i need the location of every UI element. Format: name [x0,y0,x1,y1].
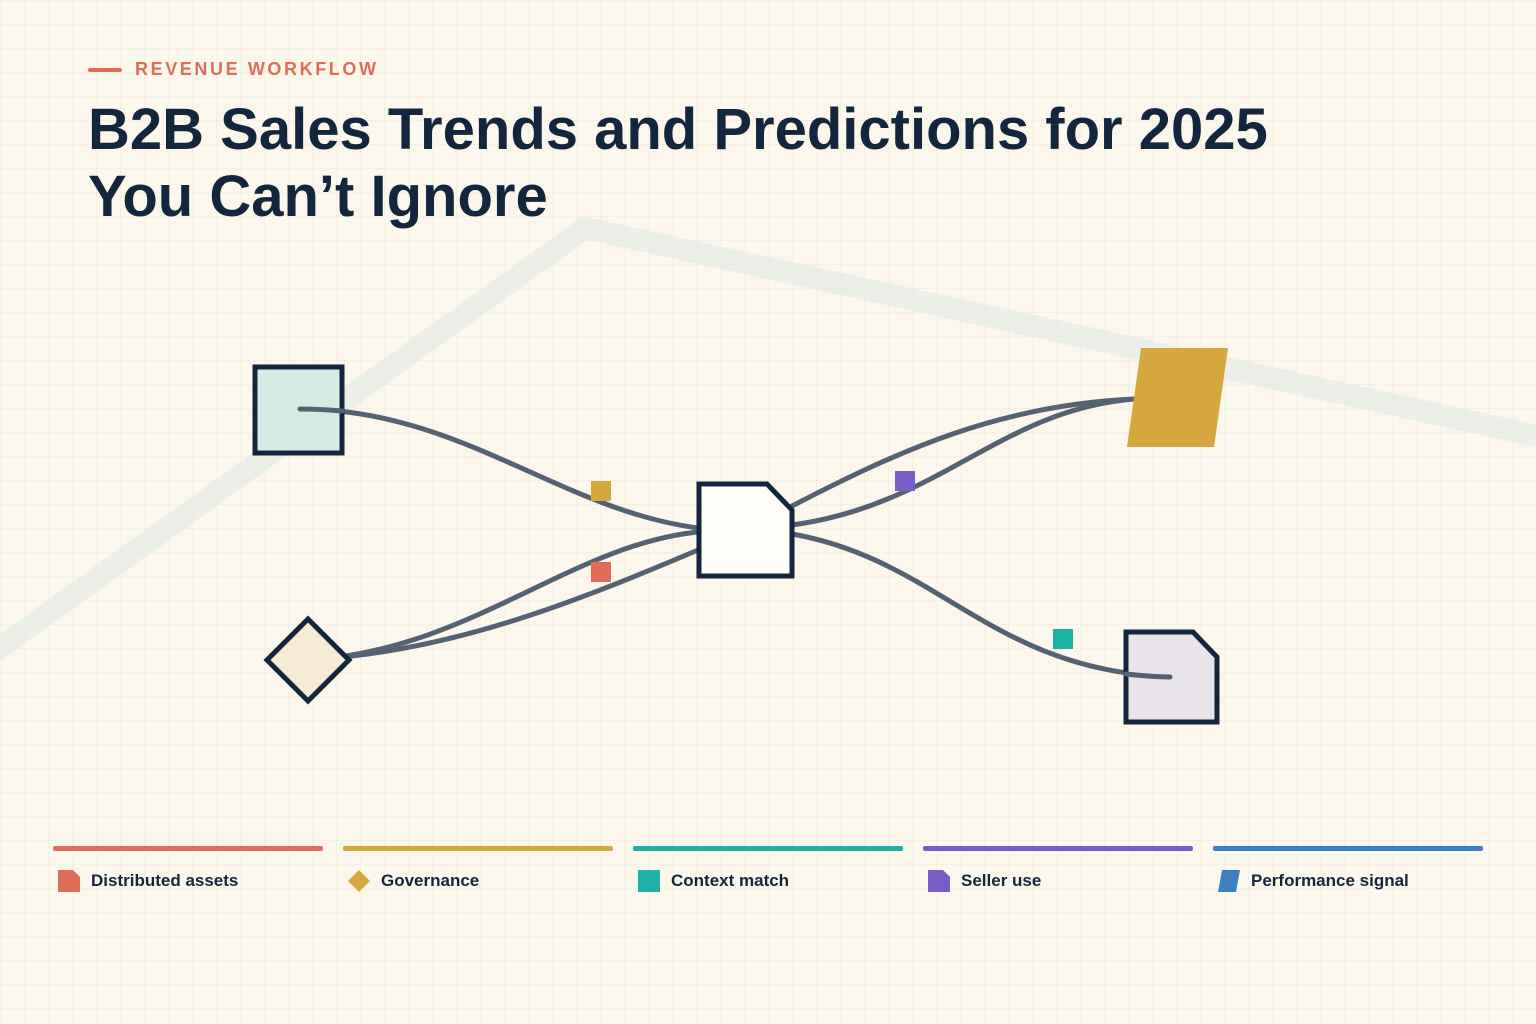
source-diamond-node [263,615,353,705]
legend-color-bar [53,846,323,851]
legend-color-bar [923,846,1193,851]
legend-color-bar [1213,846,1483,851]
legend-item-context-match: Context match [633,846,903,893]
legend-item-governance: Governance [343,846,613,893]
background-trend-line [0,217,1536,662]
page-title-line-2: You Can’t Ignore [88,164,548,229]
legend-label: Governance [381,871,480,890]
legend-label: Seller use [961,871,1042,890]
connector-hub-to-parallelogram-lower [789,396,1137,528]
parallelogram-icon [1218,870,1240,892]
connectors [297,396,1173,680]
legend-item-distributed-assets: Distributed assets [53,846,323,893]
connector-square-to-hub [297,406,701,531]
legend: Distributed assets Governance Context ma… [53,846,1493,906]
legend-color-bar [633,846,903,851]
square-icon [638,870,660,892]
legend-item-seller-use: Seller use [923,846,1193,893]
connector-diamond-to-hub-lower [327,547,701,661]
eyebrow-accent-line [88,67,122,72]
page-title: B2B Sales Trends and Predictions for 202… [88,96,1388,230]
connector-marker-gold [591,481,611,501]
connector-marker-red [591,562,611,582]
legend-label: Context match [671,871,790,890]
connector-square-endcap [297,406,345,414]
connector-document-endcap [1123,671,1173,680]
folded-document-icon [58,870,80,892]
connector-hub-to-document [789,531,1173,680]
connector-diamond-to-hub-upper [307,529,701,663]
target-parallelogram-node [1127,348,1228,447]
connector-hub-to-parallelogram-upper [789,396,1137,509]
eyebrow: REVENUE WORKFLOW [88,59,379,80]
legend-item-performance-signal: Performance signal [1213,846,1483,893]
hub-document-node [696,481,795,579]
legend-color-bar [343,846,613,851]
page-title-line-1: B2B Sales Trends and Predictions for 202… [88,97,1268,162]
folded-document-icon [928,870,950,892]
connector-marker-teal [1053,629,1073,649]
connector-marker-purple [895,471,915,491]
eyebrow-label: REVENUE WORKFLOW [135,59,379,79]
legend-label: Distributed assets [91,871,239,890]
legend-label: Performance signal [1251,871,1409,890]
diamond-icon [348,870,370,892]
